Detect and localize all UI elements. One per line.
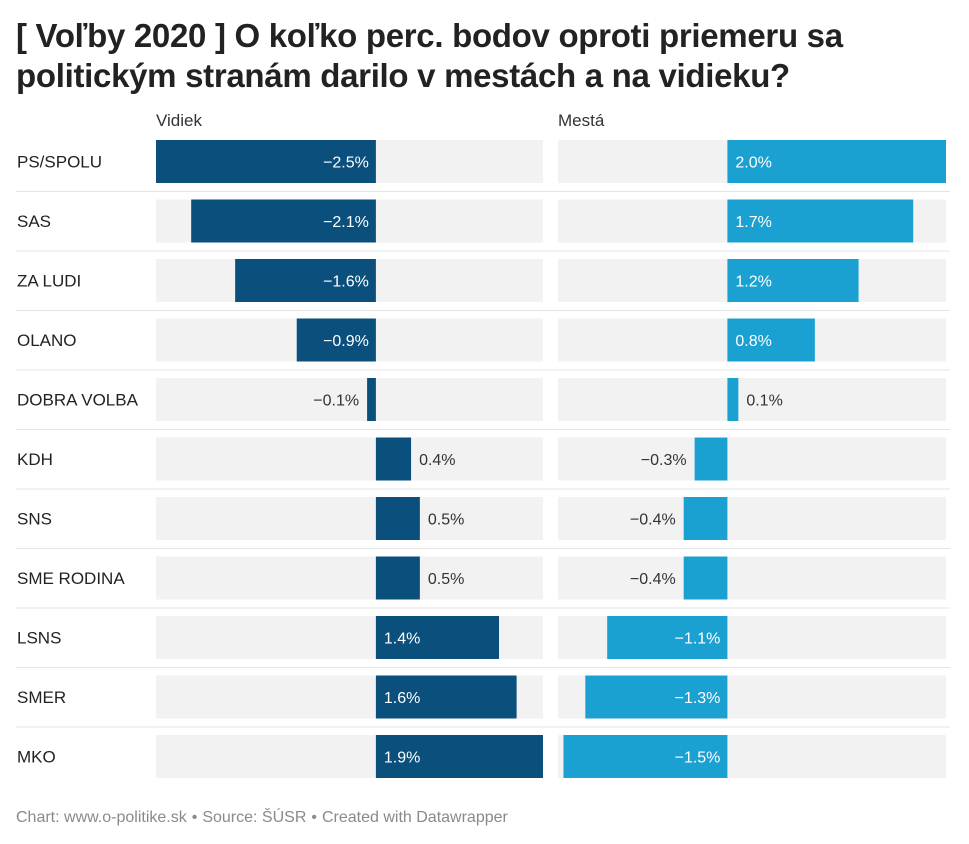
data-label: −1.3% bbox=[675, 690, 721, 707]
bar-track bbox=[156, 437, 543, 481]
data-label: 0.5% bbox=[428, 571, 464, 588]
bar bbox=[727, 318, 815, 362]
footer-chart-credit: Chart: www.o-politike.sk bbox=[16, 809, 187, 826]
footer: Chart: www.o-politike.sk • Source: ŠÚSR • Cr… bbox=[16, 809, 508, 827]
bar bbox=[375, 616, 500, 659]
diverging-bar-chart: PS/SPOLU −2.5% 2.0% SAS −2.1% 1.7% ZA LUDI −1.6… bbox=[16, 140, 950, 778]
data-label: −2.1% bbox=[323, 214, 369, 231]
bar bbox=[375, 437, 412, 481]
data-label: −0.1% bbox=[313, 393, 359, 410]
data-label: 0.1% bbox=[746, 393, 782, 410]
bar-track bbox=[156, 378, 543, 421]
data-label: −2.5% bbox=[323, 155, 369, 172]
data-label: 0.8% bbox=[735, 333, 771, 350]
bar bbox=[727, 199, 914, 243]
bar bbox=[585, 675, 728, 719]
data-label: −0.9% bbox=[323, 333, 369, 350]
data-label: 1.6% bbox=[384, 690, 420, 707]
panel-header-mesta: Mestá bbox=[558, 111, 605, 130]
bar-track bbox=[558, 556, 946, 600]
data-label: 1.4% bbox=[384, 631, 420, 648]
footer-created-with: Created with Datawrapper bbox=[321, 809, 508, 826]
data-label: 1.2% bbox=[735, 274, 771, 291]
bar-track bbox=[558, 437, 946, 481]
bar bbox=[694, 437, 728, 481]
bar bbox=[375, 675, 517, 719]
footer-separator-1: • bbox=[191, 809, 198, 826]
data-label: 2.0% bbox=[735, 155, 771, 172]
bar bbox=[375, 497, 420, 540]
bar bbox=[727, 140, 946, 183]
bar bbox=[156, 140, 376, 183]
bar-track bbox=[156, 497, 543, 540]
data-label: −0.4% bbox=[630, 512, 676, 529]
footer-source: Source: ŠÚSR bbox=[202, 809, 307, 826]
bar bbox=[727, 378, 739, 421]
category-label: ZA LUDI bbox=[17, 272, 81, 291]
category-label: SME RODINA bbox=[17, 569, 125, 588]
bar bbox=[235, 259, 376, 302]
footer-separator-2: • bbox=[311, 809, 317, 826]
bar-track bbox=[558, 497, 946, 540]
category-label: KDH bbox=[17, 450, 53, 469]
bar bbox=[375, 556, 420, 600]
category-label: LSNS bbox=[17, 629, 61, 648]
category-label: MKO bbox=[17, 748, 56, 767]
data-label: −0.4% bbox=[630, 571, 676, 588]
bar bbox=[191, 199, 376, 243]
data-label: 1.9% bbox=[384, 750, 420, 767]
category-label: PS/SPOLU bbox=[17, 153, 102, 172]
category-label: OLANO bbox=[17, 331, 77, 350]
data-label: 1.7% bbox=[735, 214, 771, 231]
bar bbox=[296, 318, 376, 362]
data-label: −1.5% bbox=[675, 750, 721, 767]
bar bbox=[727, 259, 859, 302]
data-label: −0.3% bbox=[641, 452, 687, 469]
bar bbox=[683, 556, 728, 600]
chart-title: [ Voľby 2020 ] O koľko perc. bodov oprot… bbox=[16, 17, 843, 94]
data-label: 0.4% bbox=[419, 452, 455, 469]
category-label: SMER bbox=[17, 688, 66, 707]
bar bbox=[367, 378, 376, 421]
bar bbox=[563, 735, 728, 778]
bar bbox=[683, 497, 728, 540]
data-label: −1.6% bbox=[323, 274, 369, 291]
data-label: −1.1% bbox=[675, 631, 721, 648]
category-label: SNS bbox=[17, 510, 52, 529]
bar bbox=[375, 735, 543, 778]
bar-track bbox=[558, 378, 946, 421]
bar-track bbox=[156, 556, 543, 600]
category-label: SAS bbox=[17, 212, 51, 231]
category-label: DOBRA VOLBA bbox=[17, 391, 139, 410]
bar bbox=[607, 616, 728, 659]
panel-header-vidiek: Vidiek bbox=[156, 111, 202, 130]
data-label: 0.5% bbox=[428, 512, 464, 529]
